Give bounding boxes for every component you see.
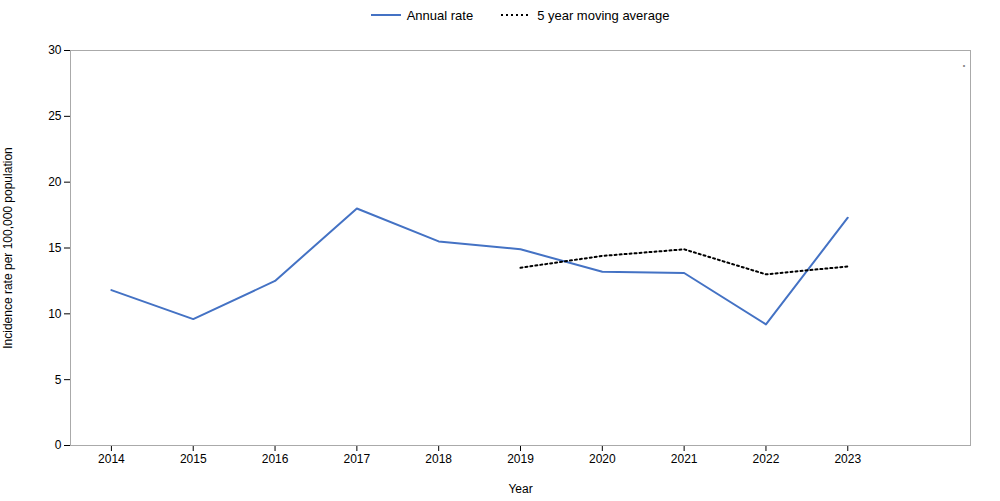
svg-text:5: 5 <box>55 373 62 387</box>
svg-text:15: 15 <box>48 241 62 255</box>
html-text:5 year moving average: 5 year moving average <box>537 7 670 23</box>
svg-text:2017: 2017 <box>344 452 371 466</box>
svg-text:2020: 2020 <box>589 452 616 466</box>
html-text:Annual rate: Annual rate <box>406 7 474 23</box>
svg-text:20: 20 <box>48 175 62 189</box>
svg-text:2016: 2016 <box>262 452 289 466</box>
svg-text:2023: 2023 <box>834 452 861 466</box>
svg-text:30: 30 <box>48 43 62 57</box>
svg-text:Year: Year <box>508 482 532 496</box>
svg-text:2019: 2019 <box>507 452 534 466</box>
svg-text:Incidence rate per 100,000 pop: Incidence rate per 100,000 population <box>1 147 15 349</box>
svg-text:2015: 2015 <box>180 452 207 466</box>
svg-text:2022: 2022 <box>753 452 780 466</box>
svg-text:2021: 2021 <box>671 452 698 466</box>
svg-text:10: 10 <box>48 307 62 321</box>
svg-text:2018: 2018 <box>425 452 452 466</box>
svg-text:25: 25 <box>48 109 62 123</box>
svg-text:2014: 2014 <box>98 452 125 466</box>
svg-text:0: 0 <box>55 438 62 452</box>
svg-text:.: . <box>961 51 966 71</box>
